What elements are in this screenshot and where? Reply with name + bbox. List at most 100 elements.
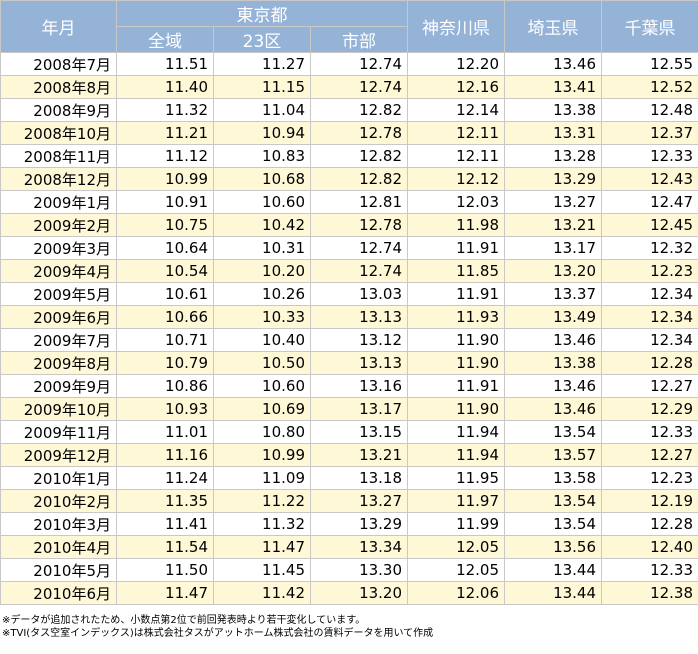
cell-chiba: 12.28	[601, 512, 698, 536]
cell-saitama: 13.46	[504, 52, 603, 76]
table-row: 2009年9月 10.86 10.60 13.16 11.91 13.46 12.27	[0, 374, 698, 398]
cell-kanagawa: 12.05	[407, 535, 506, 559]
cell-tokyo-city: 12.78	[309, 213, 409, 237]
cell-month: 2009年8月	[0, 351, 117, 375]
table-row: 2010年6月 11.47 11.42 13.20 12.06 13.44 12.38	[0, 581, 698, 605]
table-row: 2010年5月 11.50 11.45 13.30 12.05 13.44 12.33	[0, 558, 698, 582]
cell-chiba: 12.23	[601, 259, 698, 283]
cell-month: 2009年3月	[0, 236, 117, 260]
cell-tokyo-23ku: 11.04	[213, 98, 311, 122]
table-row: 2008年8月 11.40 11.15 12.74 12.16 13.41 12.52	[0, 75, 698, 99]
cell-saitama: 13.17	[504, 236, 603, 260]
cell-tokyo-all: 10.91	[116, 190, 214, 214]
cell-tokyo-23ku: 11.45	[213, 558, 311, 582]
cell-kanagawa: 12.03	[407, 190, 506, 214]
header-month: 年月	[0, 0, 117, 53]
cell-tokyo-all: 11.35	[116, 489, 214, 513]
cell-tokyo-city: 12.74	[309, 75, 409, 99]
cell-tokyo-city: 13.03	[309, 282, 409, 306]
cell-tokyo-23ku: 10.26	[213, 282, 311, 306]
cell-tokyo-all: 11.51	[116, 52, 214, 76]
table-row: 2010年4月 11.54 11.47 13.34 12.05 13.56 12.40	[0, 535, 698, 559]
cell-tokyo-23ku: 10.20	[213, 259, 311, 283]
cell-saitama: 13.38	[504, 98, 603, 122]
cell-kanagawa: 11.98	[407, 213, 506, 237]
cell-month: 2009年1月	[0, 190, 117, 214]
cell-saitama: 13.54	[504, 489, 603, 513]
cell-tokyo-all: 11.32	[116, 98, 214, 122]
cell-saitama: 13.44	[504, 558, 603, 582]
cell-tokyo-23ku: 10.83	[213, 144, 311, 168]
cell-tokyo-23ku: 10.69	[213, 397, 311, 421]
cell-kanagawa: 12.11	[407, 121, 506, 145]
table-row: 2008年10月 11.21 10.94 12.78 12.11 13.31 12.37	[0, 121, 698, 145]
cell-chiba: 12.29	[601, 397, 698, 421]
cell-tokyo-all: 10.93	[116, 397, 214, 421]
table-row: 2009年4月 10.54 10.20 12.74 11.85 13.20 12.23	[0, 259, 698, 283]
cell-kanagawa: 11.91	[407, 374, 506, 398]
cell-tokyo-23ku: 11.27	[213, 52, 311, 76]
cell-chiba: 12.28	[601, 351, 698, 375]
table-row: 2010年2月 11.35 11.22 13.27 11.97 13.54 12.19	[0, 489, 698, 513]
header-chiba: 千葉県	[601, 0, 698, 53]
cell-tokyo-city: 13.30	[309, 558, 409, 582]
table-row: 2008年7月 11.51 11.27 12.74 12.20 13.46 12.55	[0, 52, 698, 76]
cell-kanagawa: 11.91	[407, 282, 506, 306]
cell-chiba: 12.33	[601, 144, 698, 168]
table-row: 2009年7月 10.71 10.40 13.12 11.90 13.46 12.34	[0, 328, 698, 352]
cell-tokyo-all: 11.01	[116, 420, 214, 444]
table-row: 2009年12月 11.16 10.99 13.21 11.94 13.57 12.27	[0, 443, 698, 467]
cell-saitama: 13.49	[504, 305, 603, 329]
cell-tokyo-all: 11.12	[116, 144, 214, 168]
cell-tokyo-23ku: 10.60	[213, 190, 311, 214]
cell-tokyo-23ku: 10.94	[213, 121, 311, 145]
cell-tokyo-23ku: 11.15	[213, 75, 311, 99]
cell-month: 2009年4月	[0, 259, 117, 283]
cell-month: 2008年8月	[0, 75, 117, 99]
cell-tokyo-23ku: 11.09	[213, 466, 311, 490]
cell-tokyo-23ku: 10.68	[213, 167, 311, 191]
cell-chiba: 12.27	[601, 374, 698, 398]
cell-tokyo-all: 10.71	[116, 328, 214, 352]
table-row: 2009年6月 10.66 10.33 13.13 11.93 13.49 12.34	[0, 305, 698, 329]
cell-tokyo-city: 13.16	[309, 374, 409, 398]
cell-saitama: 13.57	[504, 443, 603, 467]
cell-tokyo-all: 11.16	[116, 443, 214, 467]
table-row: 2009年1月 10.91 10.60 12.81 12.03 13.27 12.47	[0, 190, 698, 214]
cell-kanagawa: 12.12	[407, 167, 506, 191]
cell-tokyo-all: 11.50	[116, 558, 214, 582]
cell-saitama: 13.27	[504, 190, 603, 214]
cell-month: 2008年7月	[0, 52, 117, 76]
cell-tokyo-city: 13.13	[309, 351, 409, 375]
cell-saitama: 13.41	[504, 75, 603, 99]
cell-tokyo-all: 10.86	[116, 374, 214, 398]
cell-saitama: 13.58	[504, 466, 603, 490]
footnote-data-revision: ※データが追加されたため、小数点第2位で前回発表時より若干変化しています。	[2, 615, 366, 626]
cell-tokyo-23ku: 11.47	[213, 535, 311, 559]
cell-kanagawa: 12.20	[407, 52, 506, 76]
cell-kanagawa: 11.93	[407, 305, 506, 329]
cell-month: 2009年5月	[0, 282, 117, 306]
cell-saitama: 13.56	[504, 535, 603, 559]
cell-tokyo-city: 13.29	[309, 512, 409, 536]
cell-saitama: 13.44	[504, 581, 603, 605]
cell-month: 2010年4月	[0, 535, 117, 559]
cell-saitama: 13.46	[504, 397, 603, 421]
cell-tokyo-city: 13.15	[309, 420, 409, 444]
cell-month: 2009年7月	[0, 328, 117, 352]
cell-tokyo-all: 10.54	[116, 259, 214, 283]
cell-tokyo-city: 13.27	[309, 489, 409, 513]
cell-month: 2008年11月	[0, 144, 117, 168]
cell-tokyo-23ku: 10.80	[213, 420, 311, 444]
cell-month: 2009年12月	[0, 443, 117, 467]
cell-tokyo-all: 10.79	[116, 351, 214, 375]
cell-month: 2009年2月	[0, 213, 117, 237]
cell-chiba: 12.37	[601, 121, 698, 145]
cell-kanagawa: 11.94	[407, 420, 506, 444]
cell-tokyo-city: 13.18	[309, 466, 409, 490]
cell-chiba: 12.33	[601, 420, 698, 444]
cell-kanagawa: 11.90	[407, 397, 506, 421]
cell-saitama: 13.21	[504, 213, 603, 237]
cell-tokyo-city: 12.74	[309, 52, 409, 76]
